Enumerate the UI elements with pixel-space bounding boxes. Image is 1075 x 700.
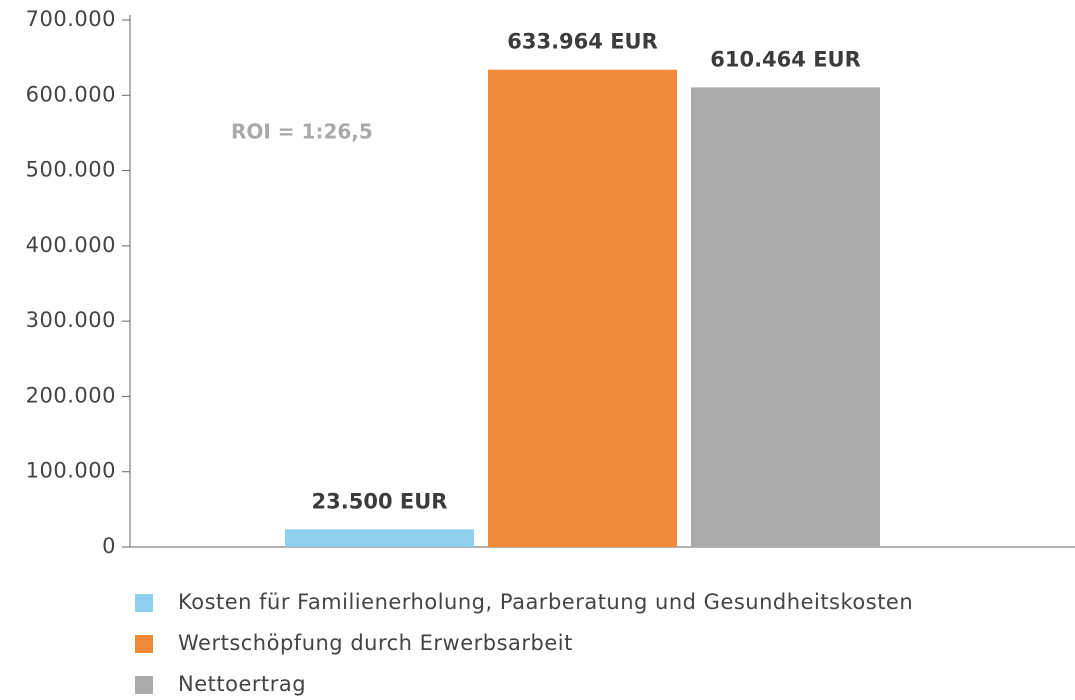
bar [285,529,474,547]
legend-label: Wertschöpfung durch Erwerbsarbeit [178,631,573,655]
value-label: 610.464 EUR [710,47,861,71]
y-tick-label: 200.000 [26,383,116,407]
y-tick-label: 500.000 [26,158,116,182]
bar [488,69,677,548]
y-tick-label: 100.000 [26,459,116,483]
y-tick-label: 600.000 [26,82,116,106]
legend-swatch [135,594,153,612]
legend-swatch [135,635,153,653]
value-label: 633.964 EUR [507,30,658,54]
bar [691,87,880,548]
y-tick-label: 700.000 [26,7,116,31]
y-tick-label: 400.000 [26,233,116,257]
legend-label: Kosten für Familienerholung, Paarberatun… [178,590,913,614]
y-tick-label: 300.000 [26,308,116,332]
annotation: ROI = 1:26,5 [231,120,373,144]
legend-label: Nettoertrag [178,672,306,696]
y-tick-label: 0 [102,534,116,558]
legend-swatch [135,676,153,694]
value-label: 23.500 EUR [312,489,448,513]
